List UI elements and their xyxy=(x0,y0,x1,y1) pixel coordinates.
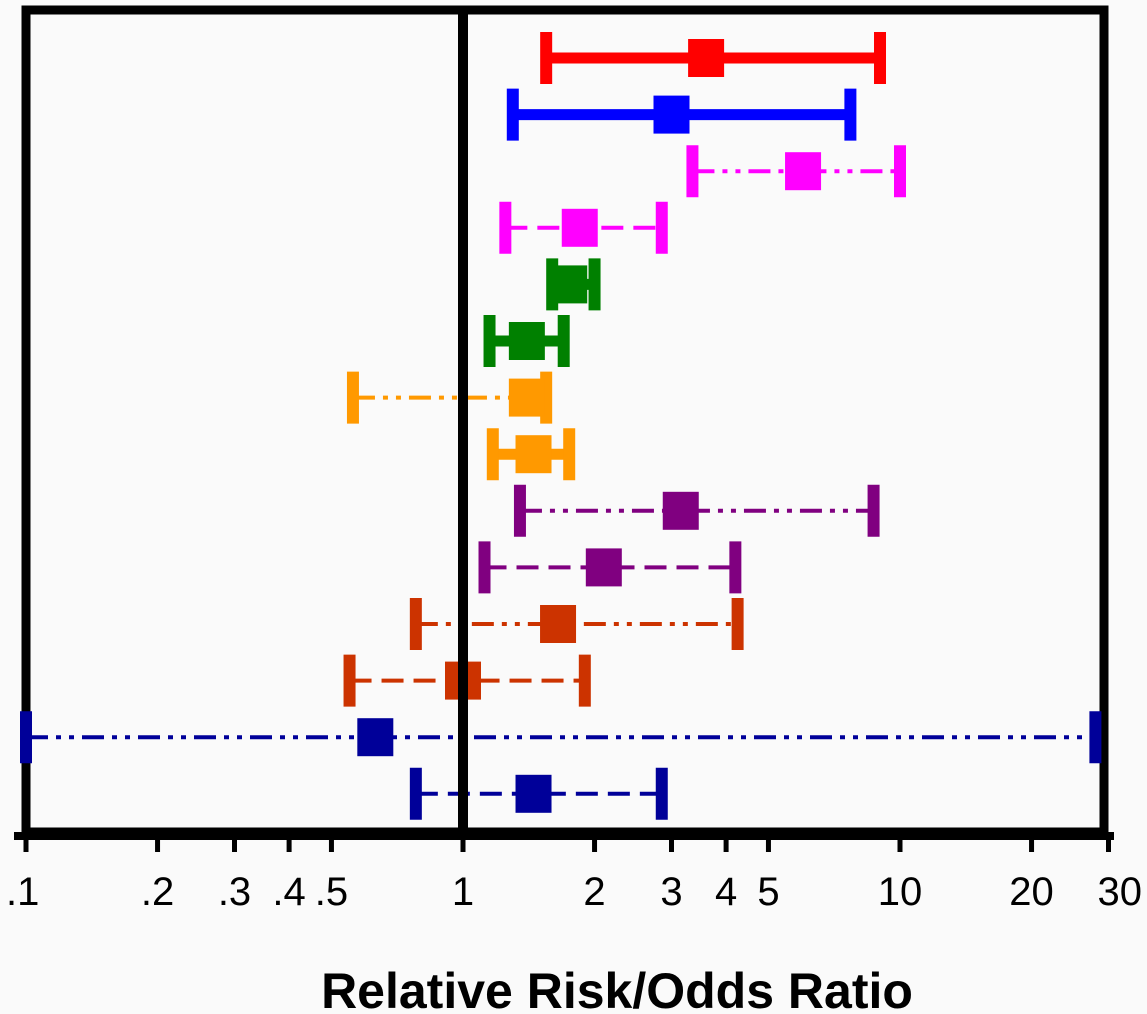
x-tick-label: 2 xyxy=(583,870,605,914)
forest-row-2 xyxy=(506,88,857,141)
point-estimate-marker xyxy=(515,774,552,813)
forest-row-5 xyxy=(546,258,601,311)
x-axis-title: Relative Risk/Odds Ratio xyxy=(321,963,913,1014)
point-estimate-marker xyxy=(515,435,552,474)
forest-row-3 xyxy=(686,145,906,198)
forest-row-10 xyxy=(478,541,742,594)
x-tick-label: 1 xyxy=(452,870,474,914)
forest-row-14 xyxy=(409,767,668,820)
x-tick-label: 20 xyxy=(1009,870,1054,914)
x-tick-label: 10 xyxy=(878,870,923,914)
forest-row-7 xyxy=(346,371,553,424)
forest-row-11 xyxy=(409,598,744,650)
x-tick-label: 30 xyxy=(1098,870,1143,914)
point-estimate-marker xyxy=(508,378,545,417)
plot-area xyxy=(21,5,1109,837)
point-estimate-marker xyxy=(585,548,622,587)
forest-row-1 xyxy=(540,32,887,84)
forest-row-8 xyxy=(486,428,576,481)
forest-row-9 xyxy=(513,484,880,537)
x-tick-label: .3 xyxy=(218,870,251,914)
point-estimate-marker xyxy=(551,265,588,304)
x-tick-label: .4 xyxy=(272,870,305,914)
forest-row-6 xyxy=(483,315,570,367)
forest-row-4 xyxy=(499,201,668,254)
point-estimate-marker xyxy=(357,718,394,757)
x-axis-ticks: .1 .2 .3 .4.5 1 2 3 4 5 10 20 30 xyxy=(6,836,1142,914)
point-estimate-marker xyxy=(688,39,725,77)
forest-row-13 xyxy=(20,711,1102,764)
x-tick-label: 3 xyxy=(660,870,682,914)
x-tick-label: 5 xyxy=(757,870,779,914)
x-tick-label: .1 xyxy=(6,870,39,914)
point-estimate-marker xyxy=(540,605,577,643)
point-estimate-marker xyxy=(508,322,545,360)
x-tick-label: .5 xyxy=(315,870,348,914)
point-estimate-marker xyxy=(653,95,690,134)
point-estimate-marker xyxy=(785,152,822,191)
point-estimate-marker xyxy=(561,208,598,247)
forest-rows xyxy=(20,32,1102,820)
x-tick-label: .2 xyxy=(141,870,174,914)
x-tick-label: 4 xyxy=(715,870,737,914)
point-estimate-marker xyxy=(662,491,699,530)
